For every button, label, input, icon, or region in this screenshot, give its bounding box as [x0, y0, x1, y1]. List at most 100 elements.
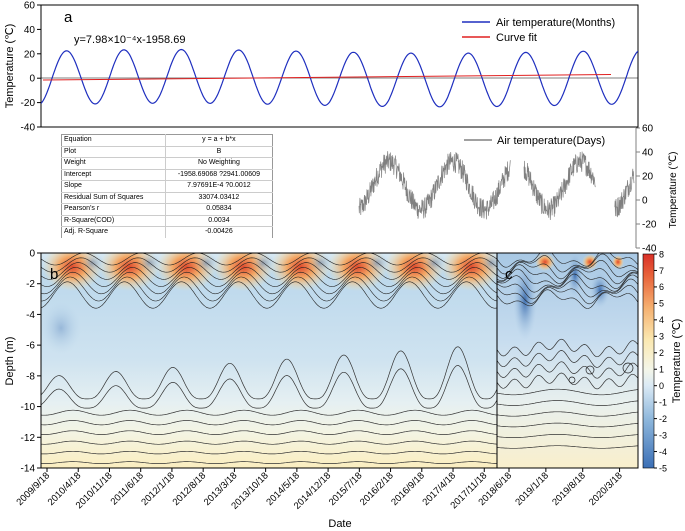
panel-b-ytick-label: -12	[21, 433, 36, 444]
panel-c-xtick-label: 2020/3/18	[587, 470, 625, 508]
fit-statistics-table: Equation y = a + b*x Plot B Weight No Weighti…	[61, 134, 273, 238]
colorbar-tick-label: 3	[659, 332, 664, 342]
inset-y-axis: -40 -20 0 20 40 60	[635, 124, 657, 255]
panel-b-contours	[41, 253, 497, 464]
contour-ring	[585, 365, 595, 375]
colorbar-tick-label: 7	[659, 266, 664, 276]
inset-ytick-label: -40	[642, 244, 657, 255]
contour-line	[497, 434, 638, 438]
fit-table-row: R-Square(COD) 0.0034	[61, 215, 273, 227]
colorbar-tick-label: -2	[659, 414, 667, 424]
panel-a: -40 -20 0 20 40 60 Temperature (℃) a y=7.98×1…	[4, 1, 639, 134]
contour-line	[41, 276, 497, 302]
panel-c-anomaly-spots	[513, 253, 624, 340]
fit-table-value: 7.97691E-4 ?0.0012	[187, 182, 251, 189]
contour-line	[497, 422, 638, 428]
fit-table-key: Weight	[61, 157, 166, 169]
panel-a-letter: a	[64, 9, 73, 26]
colorbar-gradient	[642, 253, 655, 469]
cold-anomaly	[567, 253, 583, 297]
contour-line	[41, 281, 497, 309]
panel-c-xtick-label: 2019/1/18	[513, 470, 551, 508]
panel-c-contours	[497, 253, 638, 449]
fit-table-value: 0.0034	[208, 216, 230, 224]
fit-table-row: Pearson's r 0.05834	[61, 203, 273, 215]
contour-ring	[622, 362, 634, 374]
colorbar-label: Temperature (℃)	[671, 319, 683, 404]
colorbar-tick-label: 0	[659, 381, 664, 391]
contour-line	[497, 289, 638, 309]
inset-ytick-label: -20	[642, 220, 657, 231]
contour-line	[41, 450, 497, 455]
inset-ytick-label: 40	[642, 148, 654, 159]
contour-line	[497, 273, 638, 293]
contour-line	[497, 400, 638, 406]
colorbar-tick-label: 8	[659, 249, 664, 259]
fit-table-row: Intercept -1958.69068 ?2941.00609	[61, 169, 273, 181]
fit-statistics-table-wrapper: Equation y = a + b*x Plot B Weight No Weighti…	[61, 134, 273, 238]
contour-line	[41, 420, 497, 426]
contour-line	[497, 350, 638, 368]
inset-ylabel: Temperature (℃)	[668, 152, 679, 229]
legend-months-label: Air temperature(Months)	[496, 17, 615, 29]
panel-a-legend: Air temperature(Months) Curve fit	[462, 17, 615, 44]
panel-c-frame	[496, 252, 639, 469]
contour-line	[41, 253, 497, 266]
panel-a-ytick-label: 0	[29, 74, 35, 85]
panel-b-ylabel: Depth (m)	[4, 337, 16, 386]
fit-table-value: -1958.69068 ?2941.00609	[177, 170, 260, 178]
panel-b-ytick-label: -14	[21, 464, 36, 475]
panel-a-inset: -40 -20 0 20 40 60 Temperature (℃) Air temper…	[358, 124, 679, 255]
fit-table-key: Residual Sum of Squares	[61, 192, 166, 204]
fit-table-value: B	[216, 147, 222, 155]
panel-c-x-axis: 2018/6/18 2019/1/18 2019/8/18 2020/3/18	[476, 468, 625, 508]
cool-spot	[41, 302, 81, 354]
colorbar-tick-label: -1	[659, 397, 667, 407]
panel-a-ytick-label: 40	[24, 25, 36, 36]
contour-line	[41, 440, 497, 445]
fit-table-row: Equation y = a + b*x	[61, 134, 273, 146]
colorbar-tick-label: 6	[659, 282, 664, 292]
contour-line	[497, 278, 638, 300]
fit-table-value: 33074.03412	[198, 193, 240, 201]
contour-ring	[568, 376, 576, 384]
panel-c-xtick-label: 2019/8/18	[550, 470, 588, 508]
fit-equation-label: y=7.98×10⁻⁴x-1958.69	[74, 34, 185, 46]
colorbar-tick-label: -4	[659, 447, 667, 457]
panel-b-ytick-label: 0	[29, 249, 35, 260]
cool-spot	[479, 253, 497, 273]
colorbar-tick-label: -3	[659, 430, 667, 440]
contour-line	[497, 338, 638, 358]
contour-line	[497, 445, 638, 449]
inset-ytick-label: 0	[642, 196, 648, 207]
contour-line	[497, 285, 638, 305]
fit-table-key: Slope	[61, 180, 166, 192]
panel-b-letter: b	[50, 266, 58, 283]
contour-line	[41, 257, 497, 273]
contour-line	[41, 267, 497, 287]
colorbar-tick-label: 5	[659, 299, 664, 309]
colorbar-tick-label: 1	[659, 365, 664, 375]
fit-table-key: Plot	[61, 146, 166, 158]
contour-line	[41, 461, 497, 464]
fit-table-key: Equation	[61, 134, 166, 146]
panel-a-ylabel: Temperature (℃)	[4, 24, 16, 109]
curve-fit-line	[42, 74, 612, 81]
contour-line	[497, 260, 638, 280]
panel-b-ytick-label: -2	[26, 279, 35, 290]
contour-line	[41, 271, 497, 295]
colorbar-tick-label: 4	[659, 315, 664, 325]
contour-line	[41, 430, 497, 435]
panel-b: b 0 -2 -4 -6 -8 -10 -12 -14 Depth (m) 2009/9/18…	[4, 249, 498, 530]
panel-a-ytick-label: -20	[21, 98, 36, 109]
fit-table-row: Adj. R-Square -0.00426	[61, 226, 273, 238]
fit-table-value: No Weighting	[197, 159, 240, 166]
panel-b-ytick-label: -10	[21, 402, 36, 413]
fit-table-row: Plot B	[61, 146, 273, 158]
contour-line	[497, 361, 638, 379]
contour-line	[497, 264, 638, 285]
fit-table-row: Residual Sum of Squares 33074.03412	[61, 192, 273, 204]
contour-line	[41, 262, 497, 280]
contour-line	[497, 388, 638, 396]
